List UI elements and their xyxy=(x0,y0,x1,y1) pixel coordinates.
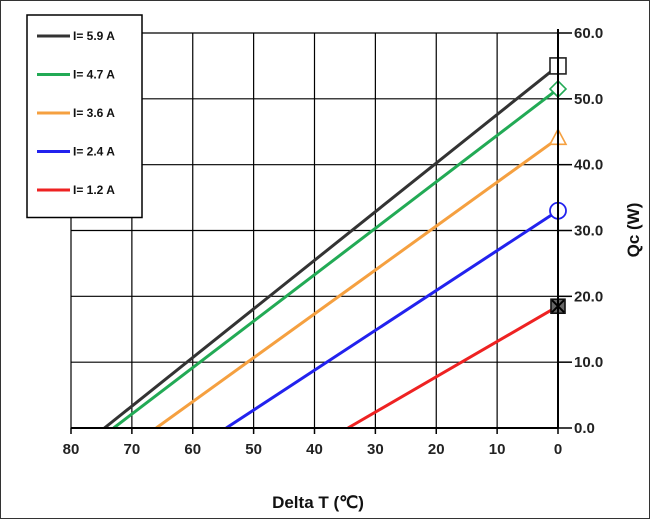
axes xyxy=(70,29,572,434)
legend-label: I= 2.4 A xyxy=(73,145,115,159)
legend-box xyxy=(26,14,143,219)
x-tick-label: 80 xyxy=(63,441,80,458)
x-tick-label: 70 xyxy=(124,441,141,458)
x-tick-label: 50 xyxy=(245,441,262,458)
x-tick-label: 0 xyxy=(554,441,562,458)
y-tick-label: 30.0 xyxy=(574,223,603,240)
y-tick-label: 60.0 xyxy=(574,25,603,42)
x-tick-label: 10 xyxy=(489,441,506,458)
y-tick-labels: 0.0 10.0 20.0 30.0 40.0 50.0 60.0 xyxy=(574,25,603,437)
y-tick-label: 10.0 xyxy=(574,354,603,371)
x-tick-label: 60 xyxy=(184,441,201,458)
series-line xyxy=(112,87,559,430)
x-tick-label: 20 xyxy=(428,441,445,458)
y-tick-label: 20.0 xyxy=(574,288,603,305)
y-tick-label: 0.0 xyxy=(574,420,595,437)
series-line xyxy=(155,137,559,430)
legend-label: I= 5.9 A xyxy=(73,29,115,43)
x-tick-label: 40 xyxy=(306,441,323,458)
y-axis-title: Qc (W) xyxy=(624,203,643,258)
x-tick-label: 30 xyxy=(367,441,384,458)
series-line xyxy=(103,64,559,430)
legend-label: I= 1.2 A xyxy=(73,183,115,197)
x-tick-labels: 80 70 60 50 40 30 20 10 0 xyxy=(63,441,563,458)
x-axis-title: Delta T (℃) xyxy=(272,493,364,512)
legend-label: I= 4.7 A xyxy=(73,68,115,82)
series-line xyxy=(347,304,559,430)
series-lines xyxy=(103,64,559,430)
legend-label: I= 3.6 A xyxy=(73,106,115,120)
legend: I= 5.9 A I= 4.7 A I= 3.6 A I= 2.4 A I= 1.2 A xyxy=(26,14,143,219)
y-tick-label: 40.0 xyxy=(574,157,603,174)
series-line xyxy=(225,209,559,430)
y-tick-label: 50.0 xyxy=(574,91,603,108)
